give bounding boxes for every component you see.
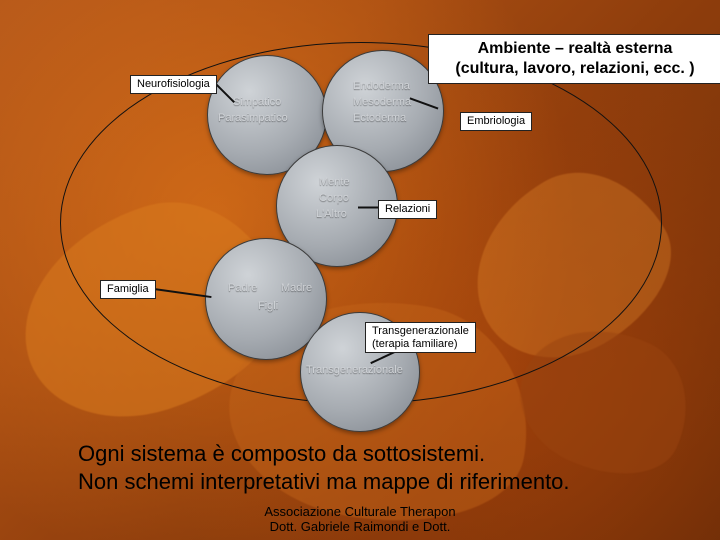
circle-inner-label: Corpo [319, 192, 349, 204]
embrio-box: Embriologia [460, 112, 532, 131]
circle-inner-label: Endoderma [353, 80, 410, 92]
relaz-box: Relazioni [378, 200, 437, 219]
label-line: (terapia familiare) [372, 338, 469, 351]
transgen-box: Transgenerazionale(terapia familiare) [365, 322, 476, 353]
famiglia-box: Famiglia [100, 280, 156, 299]
neuro-box: Neurofisiologia [130, 75, 217, 94]
title-box: Ambiente – realtà esterna (cultura, lavo… [428, 34, 720, 84]
label-line: Transgenerazionale [372, 325, 469, 338]
circle-inner-label: Ectoderma [353, 112, 406, 124]
circle-inner-label: Padre [228, 282, 257, 294]
caption-text: Ogni sistema è composto da sottosistemi.… [78, 440, 570, 495]
footer-line1: Associazione Culturale Therapon [0, 504, 720, 519]
slide-stage: Simpatico Parasimpatico Endoderma Mesoderma… [0, 0, 720, 540]
circle-inner-label: Figli [258, 300, 278, 312]
circle-inner-label: Simpatico [233, 96, 281, 108]
title-line2: (cultura, lavoro, relazioni, ecc. ) [437, 59, 713, 79]
caption-line1: Ogni sistema è composto da sottosistemi. [78, 440, 570, 468]
title-line1: Ambiente – realtà esterna [437, 39, 713, 59]
caption-line2: Non schemi interpretativi ma mappe di ri… [78, 468, 570, 496]
circle-inner-label: Madre [281, 282, 312, 294]
circle-inner-label: Transgenerazionale [306, 364, 403, 376]
circle-inner-label: Mesoderma [353, 96, 411, 108]
circle-inner-label: Mente [319, 176, 350, 188]
footer-credits: Associazione Culturale Therapon Dott. Ga… [0, 504, 720, 534]
footer-line2: Dott. Gabriele Raimondi e Dott. [0, 519, 720, 534]
circle-inner-label: Parasimpatico [218, 112, 288, 124]
connector-line [358, 207, 378, 209]
circle-inner-label: L'Altro [316, 208, 347, 220]
